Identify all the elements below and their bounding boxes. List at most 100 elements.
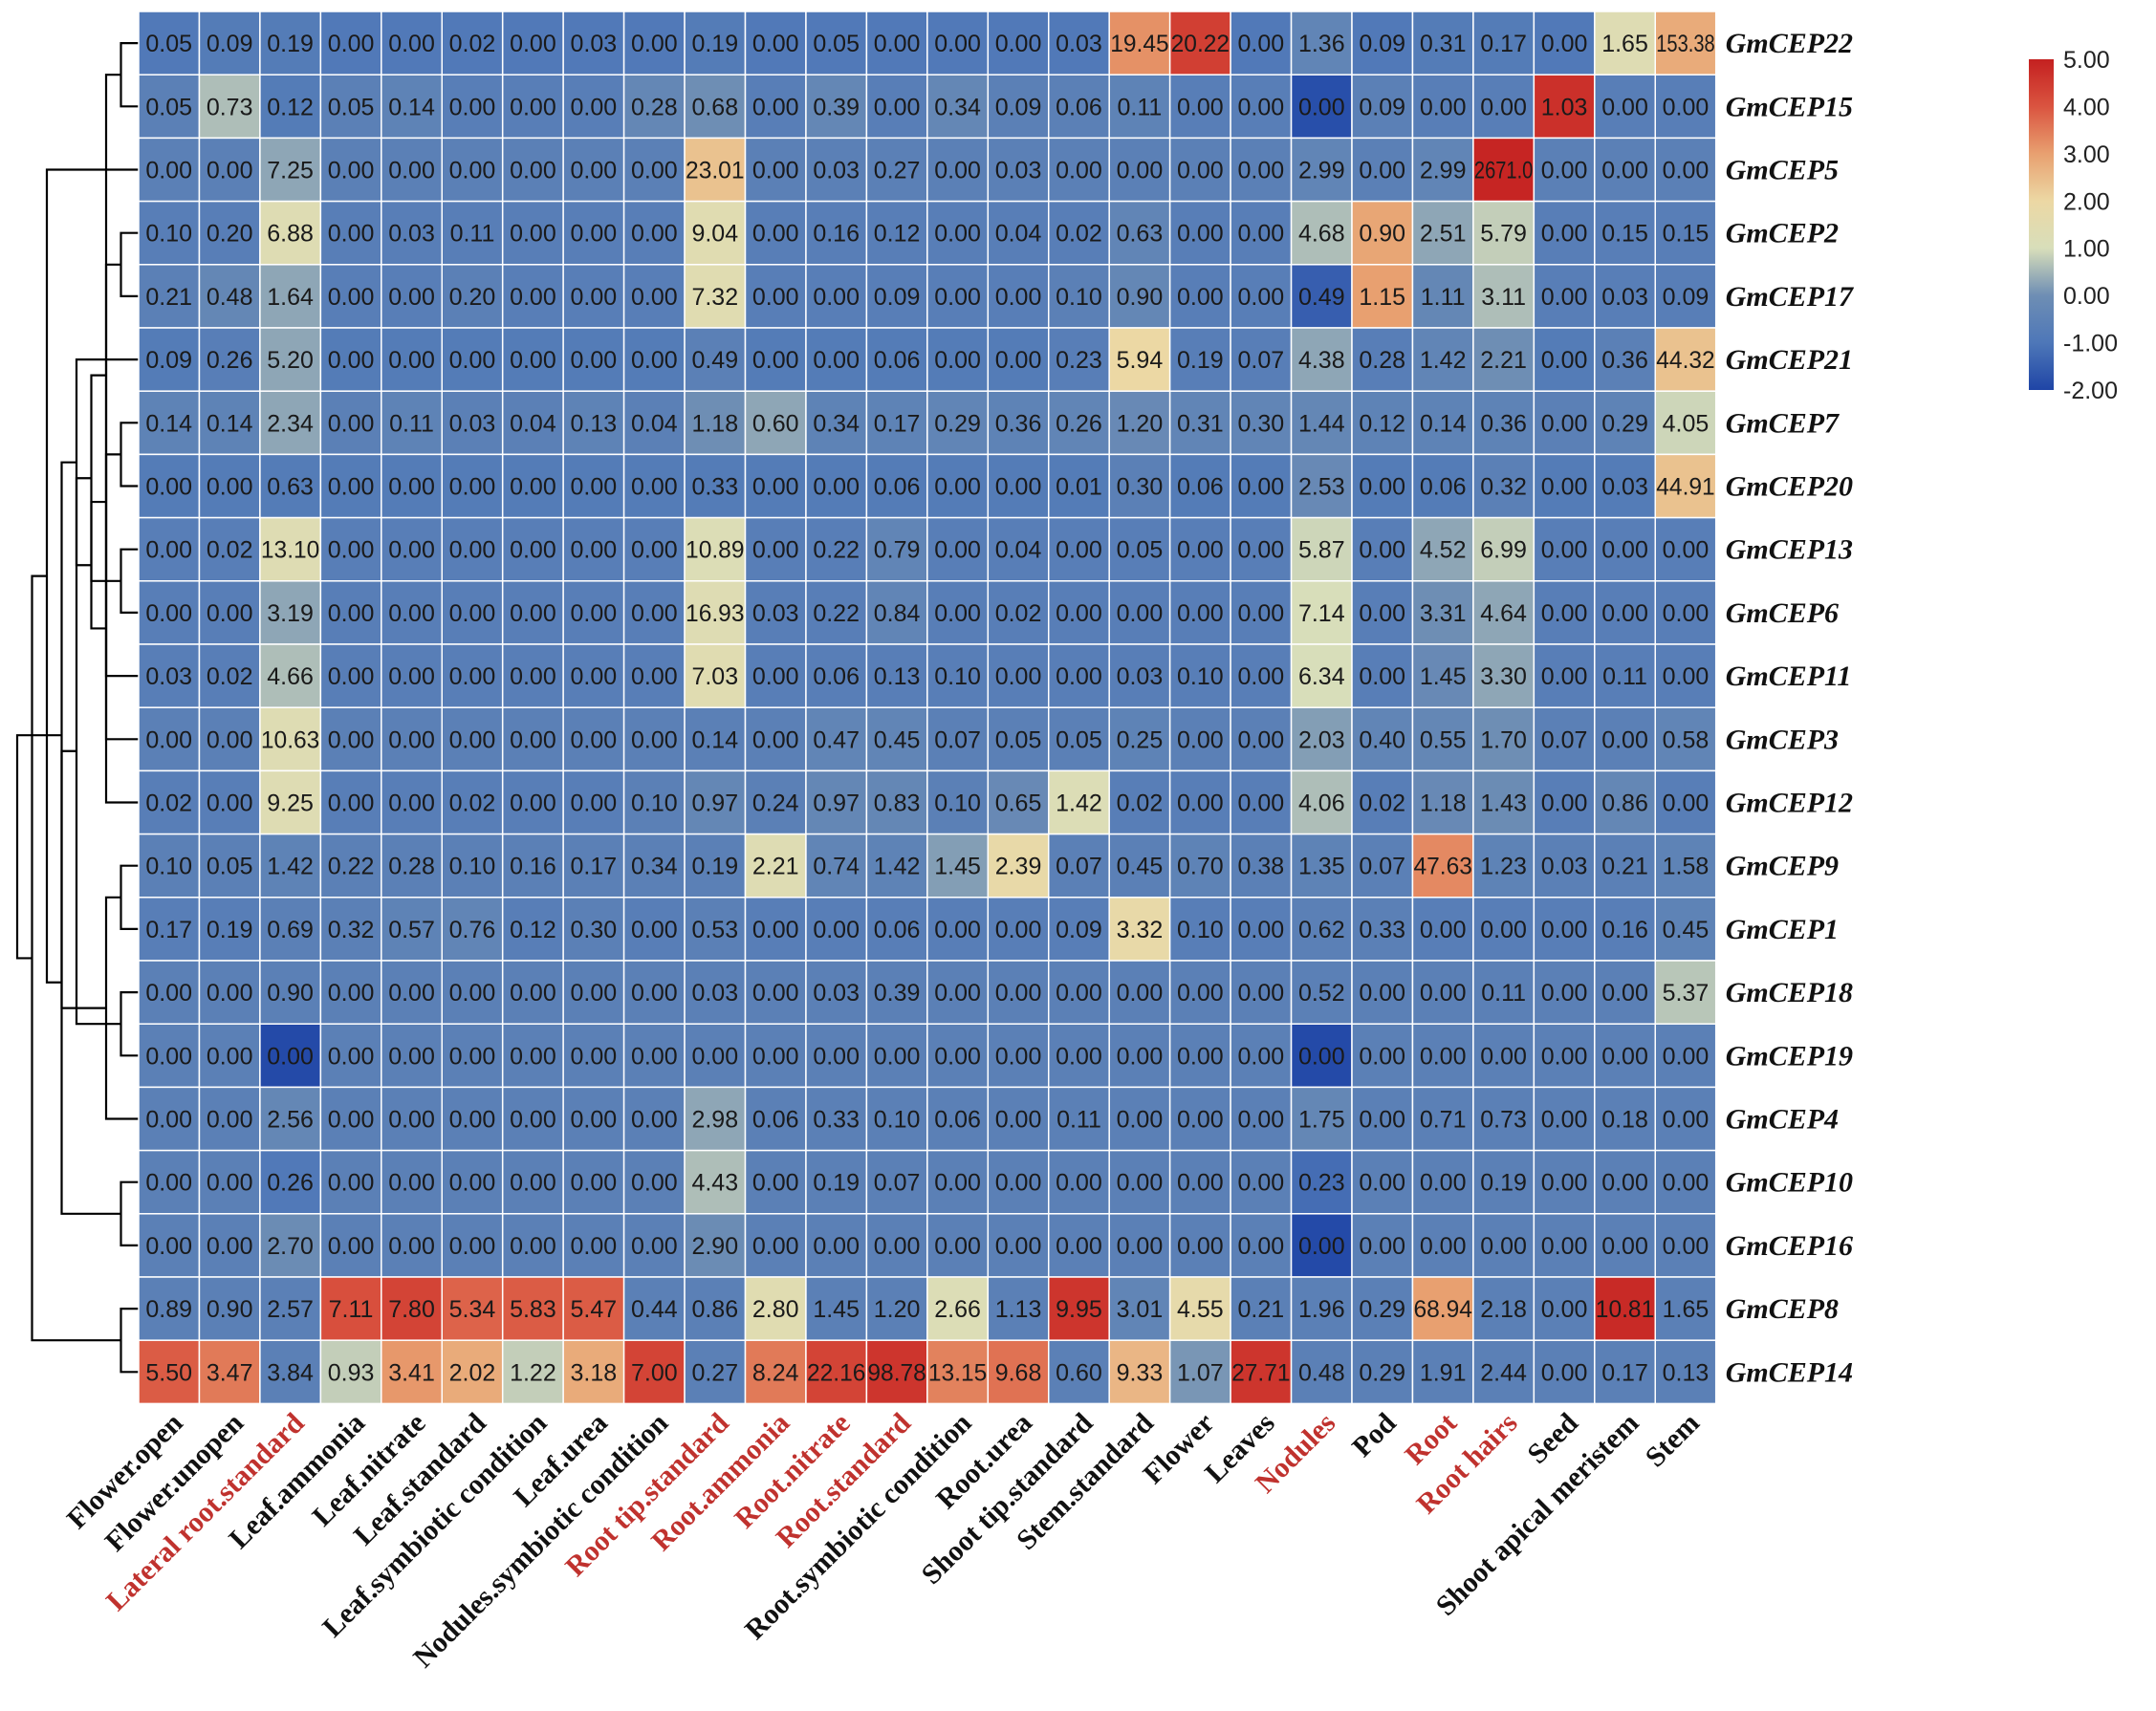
cell-value-label: 0.00 <box>267 1043 314 1070</box>
cell-value-label: 0.06 <box>934 1107 981 1134</box>
heatmap-cell <box>1351 11 1414 76</box>
cell-value-label: 0.00 <box>1237 663 1284 690</box>
heatmap-cell <box>562 643 625 708</box>
cell-value-label: 22.16 <box>807 1359 865 1386</box>
heatmap-cell <box>562 1023 625 1089</box>
heatmap-cell <box>1654 390 1717 456</box>
heatmap-cell <box>319 453 382 519</box>
cell-value-label: 7.11 <box>329 1296 374 1323</box>
heatmap-cell <box>622 833 686 899</box>
heatmap-cell <box>805 1339 868 1405</box>
heatmap-cell <box>1411 1213 1474 1278</box>
cell-value-label: 0.00 <box>1420 980 1467 1007</box>
heatmap-cell <box>987 706 1050 772</box>
cell-value-label: 0.00 <box>752 663 799 690</box>
legend-tick-label: 3.00 <box>2063 141 2110 168</box>
cell-value-label: 0.00 <box>328 31 375 57</box>
cell-value-label: 0.49 <box>691 347 738 374</box>
color-legend: 5.00 4.00 3.00 2.00 1.00 0.00 -1.00 -2.00 <box>2029 47 2118 404</box>
heatmap-cell <box>805 706 868 772</box>
heatmap-cell <box>1533 516 1596 582</box>
cell-value-label: 4.43 <box>691 1170 738 1197</box>
heatmap-cell <box>1533 11 1596 76</box>
heatmap-cell <box>987 960 1050 1025</box>
cell-value-label: 0.13 <box>874 663 921 690</box>
cell-value-label: 0.10 <box>449 854 496 880</box>
heatmap-cell <box>441 833 504 899</box>
heatmap-cell <box>744 390 807 456</box>
heatmap-cell <box>1594 1276 1657 1341</box>
heatmap-cell <box>865 11 928 76</box>
heatmap-cell <box>1168 264 1231 329</box>
cell-value-label: 0.36 <box>1480 410 1527 437</box>
heatmap-cell <box>684 264 747 329</box>
heatmap-cell <box>1351 1086 1414 1152</box>
heatmap-cell <box>1411 1086 1474 1152</box>
heatmap-cell <box>381 960 443 1025</box>
cell-value-label: 0.63 <box>267 474 314 501</box>
heatmap-cell <box>1290 1149 1353 1215</box>
cell-value-label: 0.00 <box>1420 917 1467 943</box>
heatmap-cell <box>622 643 686 708</box>
cell-value-label: 0.23 <box>1056 347 1102 374</box>
cell-value-label: 2.99 <box>1298 158 1345 184</box>
cell-value-label: 0.01 <box>1056 474 1102 501</box>
cell-value-label: 0.29 <box>1359 1359 1405 1386</box>
heatmap-cell <box>926 769 990 835</box>
heatmap-cell <box>744 264 807 329</box>
heatmap-cell <box>1533 327 1596 392</box>
cell-value-label: 0.00 <box>1117 600 1164 627</box>
heatmap-cell <box>1411 200 1474 266</box>
cell-value-label: 0.00 <box>449 726 496 753</box>
cell-value-label: 5.50 <box>145 1359 192 1386</box>
heatmap-cell <box>198 137 261 203</box>
cell-value-label: 0.28 <box>388 854 435 880</box>
heatmap-cell <box>1168 1213 1231 1278</box>
cell-value-label: 0.06 <box>874 474 921 501</box>
heatmap-cell <box>684 769 747 835</box>
cell-value-label: 7.14 <box>1298 600 1345 627</box>
heatmap-cell <box>1290 137 1353 203</box>
cell-value-label: 2671.0 <box>1474 158 1533 184</box>
heatmap-cell <box>805 137 868 203</box>
heatmap-cell <box>1168 200 1231 266</box>
cell-value-label: 0.10 <box>934 791 981 817</box>
cell-value-label: 44.91 <box>1656 474 1714 501</box>
cell-value-label: 0.11 <box>389 410 434 437</box>
cell-value-label: 0.19 <box>813 1170 860 1197</box>
heatmap-cell <box>1594 200 1657 266</box>
cell-value-label: 0.15 <box>1663 221 1710 248</box>
cell-value-label: 0.00 <box>571 980 618 1007</box>
cell-value-label: 0.00 <box>571 474 618 501</box>
cell-value-label: 0.22 <box>813 600 860 627</box>
cell-value-label: 2.44 <box>1480 1359 1527 1386</box>
cell-value-label: 0.00 <box>1177 1233 1224 1260</box>
cell-value-label: 0.32 <box>328 917 375 943</box>
cell-value-label: 9.68 <box>995 1359 1042 1386</box>
cell-value-label: 0.00 <box>571 94 618 120</box>
heatmap-cell <box>1411 264 1474 329</box>
cell-value-label: 0.00 <box>388 284 435 311</box>
cell-value-label: 0.00 <box>145 1170 192 1197</box>
heatmap-cell <box>1533 580 1596 645</box>
cell-value-label: 0.00 <box>1601 726 1648 753</box>
heatmap-cell <box>1654 516 1717 582</box>
heatmap-cell <box>259 11 322 76</box>
cell-value-label: 0.00 <box>1237 94 1284 120</box>
dendrogram-branch <box>60 749 121 1215</box>
heatmap-cell <box>259 453 322 519</box>
cell-value-label: 4.66 <box>267 663 314 690</box>
heatmap-cell <box>1168 897 1231 962</box>
heatmap-cell <box>622 200 686 266</box>
heatmap-cell <box>198 706 261 772</box>
cell-value-label: 0.14 <box>691 726 738 753</box>
heatmap-cell <box>1351 74 1414 140</box>
heatmap-cell <box>926 11 990 76</box>
cell-value-label: 0.00 <box>1359 663 1405 690</box>
cell-value-label: 0.10 <box>934 663 981 690</box>
heatmap-cell <box>1533 897 1596 962</box>
cell-value-label: 10.81 <box>1596 1296 1654 1323</box>
cell-value-label: 1.36 <box>1298 31 1345 57</box>
heatmap-cell <box>1290 74 1353 140</box>
dendrogram-branch <box>90 500 106 630</box>
